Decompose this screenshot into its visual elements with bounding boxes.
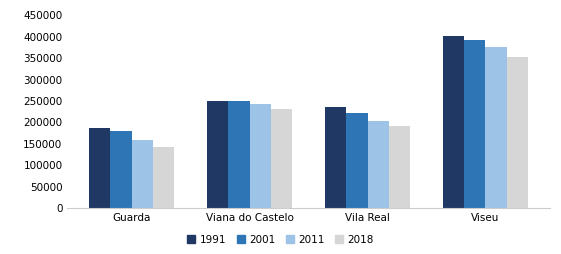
Legend: 1991, 2001, 2011, 2018: 1991, 2001, 2011, 2018 [183, 230, 378, 249]
Bar [132, 140, 153, 208]
Bar [485, 46, 507, 208]
Bar [443, 36, 464, 208]
Bar [325, 107, 346, 208]
Bar [367, 121, 389, 208]
Bar [271, 109, 292, 208]
Bar [111, 132, 132, 208]
Bar [207, 101, 228, 208]
Bar [389, 126, 410, 208]
Bar [464, 40, 485, 208]
Bar [153, 147, 174, 208]
Bar [89, 128, 111, 208]
Bar [228, 101, 250, 208]
Bar [346, 113, 367, 208]
Bar [250, 104, 271, 208]
Bar [507, 57, 528, 208]
